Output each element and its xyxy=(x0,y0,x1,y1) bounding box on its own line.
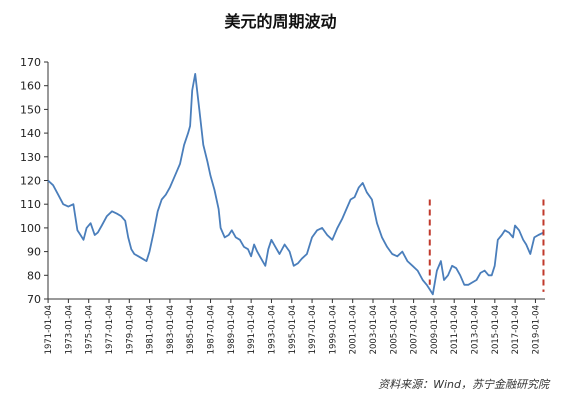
annotation-layer xyxy=(428,199,545,292)
x-tick-label: 1995-01-04 xyxy=(288,305,298,354)
y-tick-label: 120 xyxy=(20,175,41,188)
x-tick-label: 2005-01-04 xyxy=(389,305,399,354)
x-tick-label: 1991-01-04 xyxy=(247,305,257,354)
y-tick-label: 160 xyxy=(20,80,41,93)
x-tick-label: 2013-01-04 xyxy=(471,305,481,354)
y-tick-label: 90 xyxy=(27,246,41,259)
x-tick-label: 1983-01-04 xyxy=(166,305,176,354)
chart-title: 美元的周期波动 xyxy=(224,12,337,31)
y-tick-label: 150 xyxy=(20,103,41,116)
x-tick-label: 1981-01-04 xyxy=(146,305,156,354)
y-tick-label: 130 xyxy=(20,151,41,164)
x-tick-label: 1973-01-04 xyxy=(64,305,74,354)
y-tick-label: 100 xyxy=(20,222,41,235)
x-tick-label: 2019-01-04 xyxy=(531,305,541,354)
series-layer xyxy=(47,73,544,296)
y-tick-label: 110 xyxy=(20,198,41,211)
x-tick-label: 2017-01-04 xyxy=(511,305,521,354)
x-tick-label: 2011-01-04 xyxy=(450,305,460,354)
x-tick-label: 1971-01-04 xyxy=(44,305,54,354)
x-tick-label: 2009-01-04 xyxy=(430,305,440,354)
x-tick-label: 1993-01-04 xyxy=(267,305,277,354)
x-tick-label: 2001-01-04 xyxy=(349,305,359,354)
y-tick-label: 140 xyxy=(20,127,41,140)
x-tick-label: 2015-01-04 xyxy=(491,305,501,354)
source-note: 资料来源：Wind，苏宁金融研究院 xyxy=(378,378,549,391)
y-tick-label: 80 xyxy=(27,269,41,282)
y-tick-label: 70 xyxy=(27,293,41,306)
x-tick-label: 1999-01-04 xyxy=(328,305,338,354)
x-tick-label: 1975-01-04 xyxy=(85,305,95,354)
x-tick-label: 2007-01-04 xyxy=(410,305,420,354)
y-axis: 70 80 90 100 110 120 130 140 150 160 170 xyxy=(20,56,49,306)
y-tick-label: 170 xyxy=(20,56,41,69)
x-tick-label: 1987-01-04 xyxy=(207,305,217,354)
x-tick-label: 1997-01-04 xyxy=(308,305,318,354)
x-tick-label: 1989-01-04 xyxy=(227,305,237,354)
x-tick-label: 1979-01-04 xyxy=(125,305,135,354)
x-tick-label: 1985-01-04 xyxy=(186,305,196,354)
series-line xyxy=(47,73,544,296)
x-tick-label: 1977-01-04 xyxy=(105,305,115,354)
x-tick-label: 2003-01-04 xyxy=(369,305,379,354)
x-axis: 1971-01-04 1973-01-04 1975-01-04 1977-01-04… xyxy=(44,298,545,354)
